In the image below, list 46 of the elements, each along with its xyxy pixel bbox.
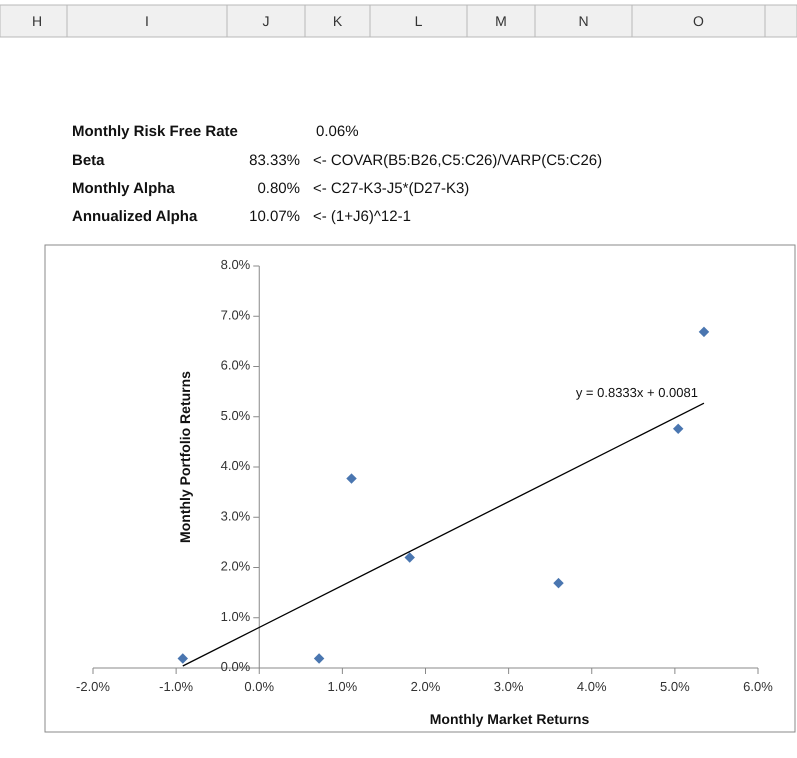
text: 0.06% [316,123,359,140]
text: Monthly Alpha [72,180,176,197]
text: <- C27-K3-J5*(D27-K3) [313,180,470,197]
x-axis-title: Monthly Market Returns [430,711,590,727]
text: <- COVAR(B5:B26,C5:C26)/VARP(C5:C26) [313,152,602,169]
annotation: y = 0.8333x + 0.0081 [576,385,698,400]
y-tick-label: 8.0% [220,257,251,272]
x-tick-label: -2.0% [76,679,110,694]
x-tick-label: 5.0% [660,679,690,694]
text: K [332,13,343,29]
y-tick-label: 5.0% [220,408,251,423]
y-tick-label: 3.0% [220,508,251,524]
point [553,578,564,588]
point [404,552,415,563]
text: 83.33% [249,152,300,169]
point [698,326,710,338]
y-axis-title: Monthly Portfolio Returns [177,370,193,543]
text: Monthly Risk Free Rate [72,123,238,140]
text: Annualized Alpha [72,208,198,225]
y-tick-label: 7.0% [220,307,251,322]
y-tick-label: 4.0% [220,458,251,473]
x-tick-label: 1.0% [328,679,358,694]
x-tick-label: 4.0% [576,679,607,694]
point [178,653,188,664]
text: <- (1+J6)^12-1 [313,208,411,225]
text: Beta [72,152,106,169]
text: L [414,13,423,29]
text: 0.80% [257,180,300,197]
y-tick-label: 1.0% [220,608,251,624]
x-tick-label: 6.0% [743,679,774,694]
text: H [32,13,42,29]
text: J [262,13,270,29]
text: M [495,13,507,29]
x-tick-label: 2.0% [410,679,441,694]
point [314,653,324,664]
text: O [693,13,704,29]
text: 10.07% [249,208,300,225]
point [672,424,684,434]
y-tick-label: 6.0% [220,358,251,372]
point [346,473,357,484]
x-tick-label: 0.0% [244,679,274,694]
x-tick-label: -1.0% [159,679,194,694]
x-tick-label: 3.0% [494,679,524,694]
text: I [145,13,149,29]
y-tick-label: 2.0% [220,558,251,574]
text: N [578,13,589,29]
